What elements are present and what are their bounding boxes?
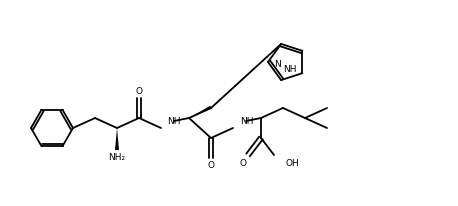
Text: NH₂: NH₂ — [109, 153, 125, 163]
Polygon shape — [261, 118, 263, 120]
Text: O: O — [136, 87, 142, 96]
Text: NH: NH — [283, 65, 296, 74]
Text: O: O — [240, 158, 246, 167]
Text: OH: OH — [285, 158, 299, 167]
Polygon shape — [115, 128, 119, 150]
Text: O: O — [207, 160, 214, 170]
Text: N: N — [274, 60, 281, 69]
Polygon shape — [189, 106, 212, 118]
Text: NH: NH — [240, 117, 253, 125]
Text: NH: NH — [167, 117, 180, 125]
